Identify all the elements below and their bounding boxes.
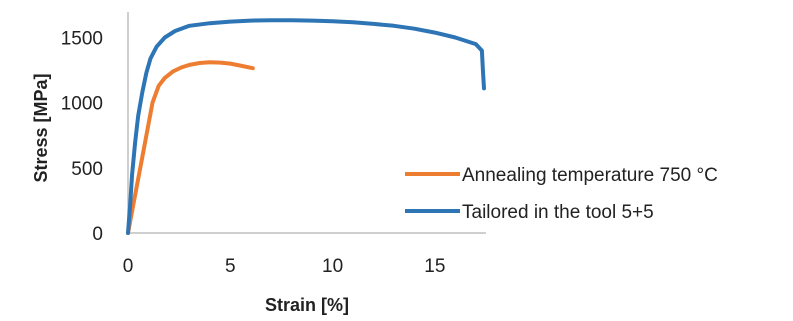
- series-line-tailored: [126, 18, 486, 235]
- axes: [127, 12, 486, 234]
- y-tick-label: 500: [71, 159, 103, 180]
- x-tick-label: 0: [123, 256, 134, 277]
- x-axis-title: Strain [%]: [265, 295, 349, 315]
- y-tick-labels: 0 500 1000 1500: [61, 29, 103, 245]
- series-line-annealing: [126, 60, 255, 235]
- series-lines: [126, 18, 486, 235]
- legend-label-tailored: Tailored in the tool 5+5: [462, 202, 654, 223]
- x-tick-label: 5: [225, 256, 236, 277]
- y-tick-label: 1500: [61, 29, 103, 50]
- y-tick-label: 1000: [61, 94, 103, 115]
- x-tick-labels: 0 5 10 15: [123, 256, 446, 277]
- legend: Annealing temperature 750 °C Tailored in…: [405, 165, 718, 223]
- y-tick-label: 0: [92, 224, 103, 245]
- x-tick-label: 15: [424, 256, 445, 277]
- legend-label-annealing: Annealing temperature 750 °C: [462, 165, 718, 186]
- x-tick-label: 10: [322, 256, 343, 277]
- y-axis-title: Stress [MPa]: [31, 73, 51, 182]
